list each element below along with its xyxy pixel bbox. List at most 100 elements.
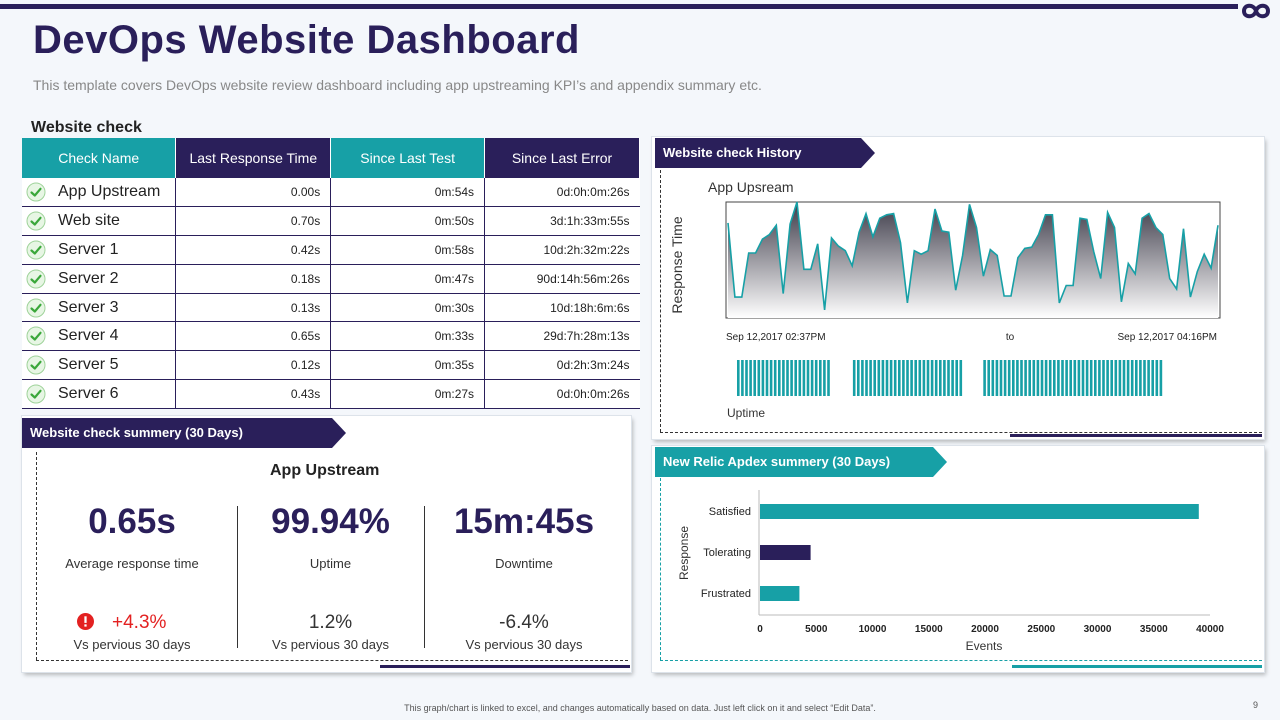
- apdex-bar-tolerating: [760, 545, 811, 560]
- uptime-tick: [930, 360, 934, 396]
- uptime-tick: [1036, 360, 1040, 396]
- uptime-tick: [761, 360, 765, 396]
- uptime-tick: [922, 360, 926, 396]
- uptime-tick: [1118, 360, 1122, 396]
- uptime-tick: [852, 360, 856, 396]
- history-x-mid: to: [1006, 332, 1015, 343]
- since-test-cell: 0m:35s: [330, 350, 486, 381]
- apdex-category-label: Frustrated: [701, 588, 751, 600]
- uptime-tick: [1139, 360, 1142, 396]
- stat-divider-2: [424, 506, 425, 648]
- since-error-cell: 0d:0h:0m:26s: [484, 178, 640, 208]
- uptime-tick: [865, 360, 868, 396]
- uptime-tick: [934, 360, 938, 396]
- history-y-label: Response Time: [669, 216, 685, 313]
- uptime-tick: [814, 360, 818, 396]
- stat-downtime-change: -6.4%: [499, 612, 549, 633]
- stat-downtime-label: Downtime: [495, 556, 553, 571]
- apdex-ribbon: New Relic Apdex summery (30 Days): [655, 447, 947, 477]
- stat-avg-response-vs: Vs pervious 30 days: [73, 637, 191, 652]
- uptime-tick: [1130, 360, 1134, 396]
- uptime-tick: [1044, 360, 1048, 396]
- summary-panel: [22, 416, 631, 672]
- website-check-table: Check Name Last Response Time Since Last…: [22, 138, 640, 409]
- last-response-cell: 0.18s: [175, 264, 332, 294]
- apdex-dashed-bottom: [660, 660, 1262, 661]
- uptime-tick: [1053, 360, 1056, 396]
- top-accent-bar: [0, 4, 1238, 9]
- uptime-tick: [1089, 360, 1093, 396]
- apdex-bar-frustrated: [760, 586, 800, 601]
- col-since-error: Since Last Error: [484, 138, 640, 178]
- uptime-tick: [741, 360, 744, 396]
- apdex-y-label: Response: [677, 526, 691, 580]
- since-test-cell: 0m:33s: [330, 321, 486, 352]
- apdex-x-tick: 10000: [859, 624, 887, 635]
- since-test-cell: 0m:30s: [330, 293, 486, 323]
- uptime-tick: [910, 360, 913, 396]
- summary-dashed-left: [36, 452, 37, 660]
- stat-downtime-value: 15m:45s: [453, 502, 595, 541]
- uptime-tick: [1065, 360, 1068, 396]
- check-name: Server 2: [58, 269, 119, 287]
- check-circle-icon: [26, 326, 46, 346]
- check-circle-icon: [26, 240, 46, 260]
- summary-ribbon: Website check summery (30 Days): [22, 418, 346, 448]
- footer-note: This graph/chart is linked to excel, and…: [404, 703, 876, 713]
- website-check-rows: App Upstream 0.00s 0m:54s 0d:0h:0m:26s Web s…: [22, 178, 640, 409]
- uptime-tick: [1061, 360, 1064, 396]
- uptime-tick: [893, 360, 897, 396]
- summary-title: App Upstream: [270, 462, 380, 479]
- apdex-chart: Response Satisfied Tolerating Frustrated 0…: [677, 490, 1224, 653]
- uptime-tick: [823, 360, 826, 396]
- uptime-tick: [1147, 360, 1150, 396]
- last-response-cell: 0.65s: [175, 321, 332, 352]
- uptime-tick: [991, 360, 995, 396]
- uptime-tick: [1007, 360, 1011, 396]
- uptime-tick: [1102, 360, 1105, 396]
- check-name: App Upstream: [58, 183, 161, 201]
- table-row: Server 5 0.12s 0m:35s 0d:2h:3m:24s: [22, 350, 640, 381]
- check-name-cell: App Upstream: [22, 178, 177, 208]
- uptime-tick: [1098, 360, 1101, 396]
- check-circle-icon: [26, 182, 46, 202]
- apdex-category-label: Satisfied: [709, 506, 751, 518]
- uptime-tick: [749, 360, 752, 396]
- apdex-category-label: Tolerating: [703, 547, 751, 559]
- history-area: [728, 202, 1218, 318]
- apdex-x-tick: 25000: [1027, 624, 1055, 635]
- uptime-tick: [889, 360, 893, 396]
- last-response-cell: 0.70s: [175, 206, 332, 237]
- check-circle-icon: [26, 269, 46, 289]
- col-since-test: Since Last Test: [330, 138, 486, 178]
- uptime-tick: [782, 360, 785, 396]
- table-row: Server 2 0.18s 0m:47s 90d:14h:56m:26s: [22, 264, 640, 294]
- stat-uptime-vs: Vs pervious 30 days: [271, 637, 390, 652]
- uptime-tick: [918, 360, 922, 396]
- uptime-tick: [1024, 360, 1027, 396]
- last-response-cell: 0.13s: [175, 293, 332, 323]
- page-title: DevOps Website Dashboard: [33, 18, 580, 62]
- apdex-accent-bar: [1012, 665, 1262, 668]
- uptime-tick: [947, 360, 950, 396]
- check-name-cell: Server 3: [22, 293, 177, 323]
- apdex-x-tick: 40000: [1196, 624, 1224, 635]
- apdex-x-tick: 20000: [971, 624, 999, 635]
- uptime-tick: [786, 360, 789, 396]
- col-last-response: Last Response Time: [175, 138, 332, 178]
- uptime-tick: [939, 360, 942, 396]
- table-row: Server 3 0.13s 0m:30s 10d:18h:6m:6s: [22, 293, 640, 323]
- history-x-start: Sep 12,2017 02:37PM: [726, 332, 826, 343]
- uptime-tick: [1003, 360, 1007, 396]
- table-row: Server 6 0.43s 0m:27s 0d:0h:0m:26s: [22, 379, 640, 409]
- uptime-tick: [995, 360, 999, 396]
- check-name: Server 4: [58, 327, 119, 345]
- check-name: Server 6: [58, 384, 119, 402]
- uptime-tick: [873, 360, 876, 396]
- uptime-tick: [1106, 360, 1109, 396]
- uptime-tick: [1020, 360, 1023, 396]
- uptime-tick: [810, 360, 814, 396]
- since-error-cell: 0d:0h:0m:26s: [484, 379, 640, 409]
- stat-uptime-change: 1.2%: [308, 612, 353, 633]
- uptime-tick: [1057, 360, 1060, 396]
